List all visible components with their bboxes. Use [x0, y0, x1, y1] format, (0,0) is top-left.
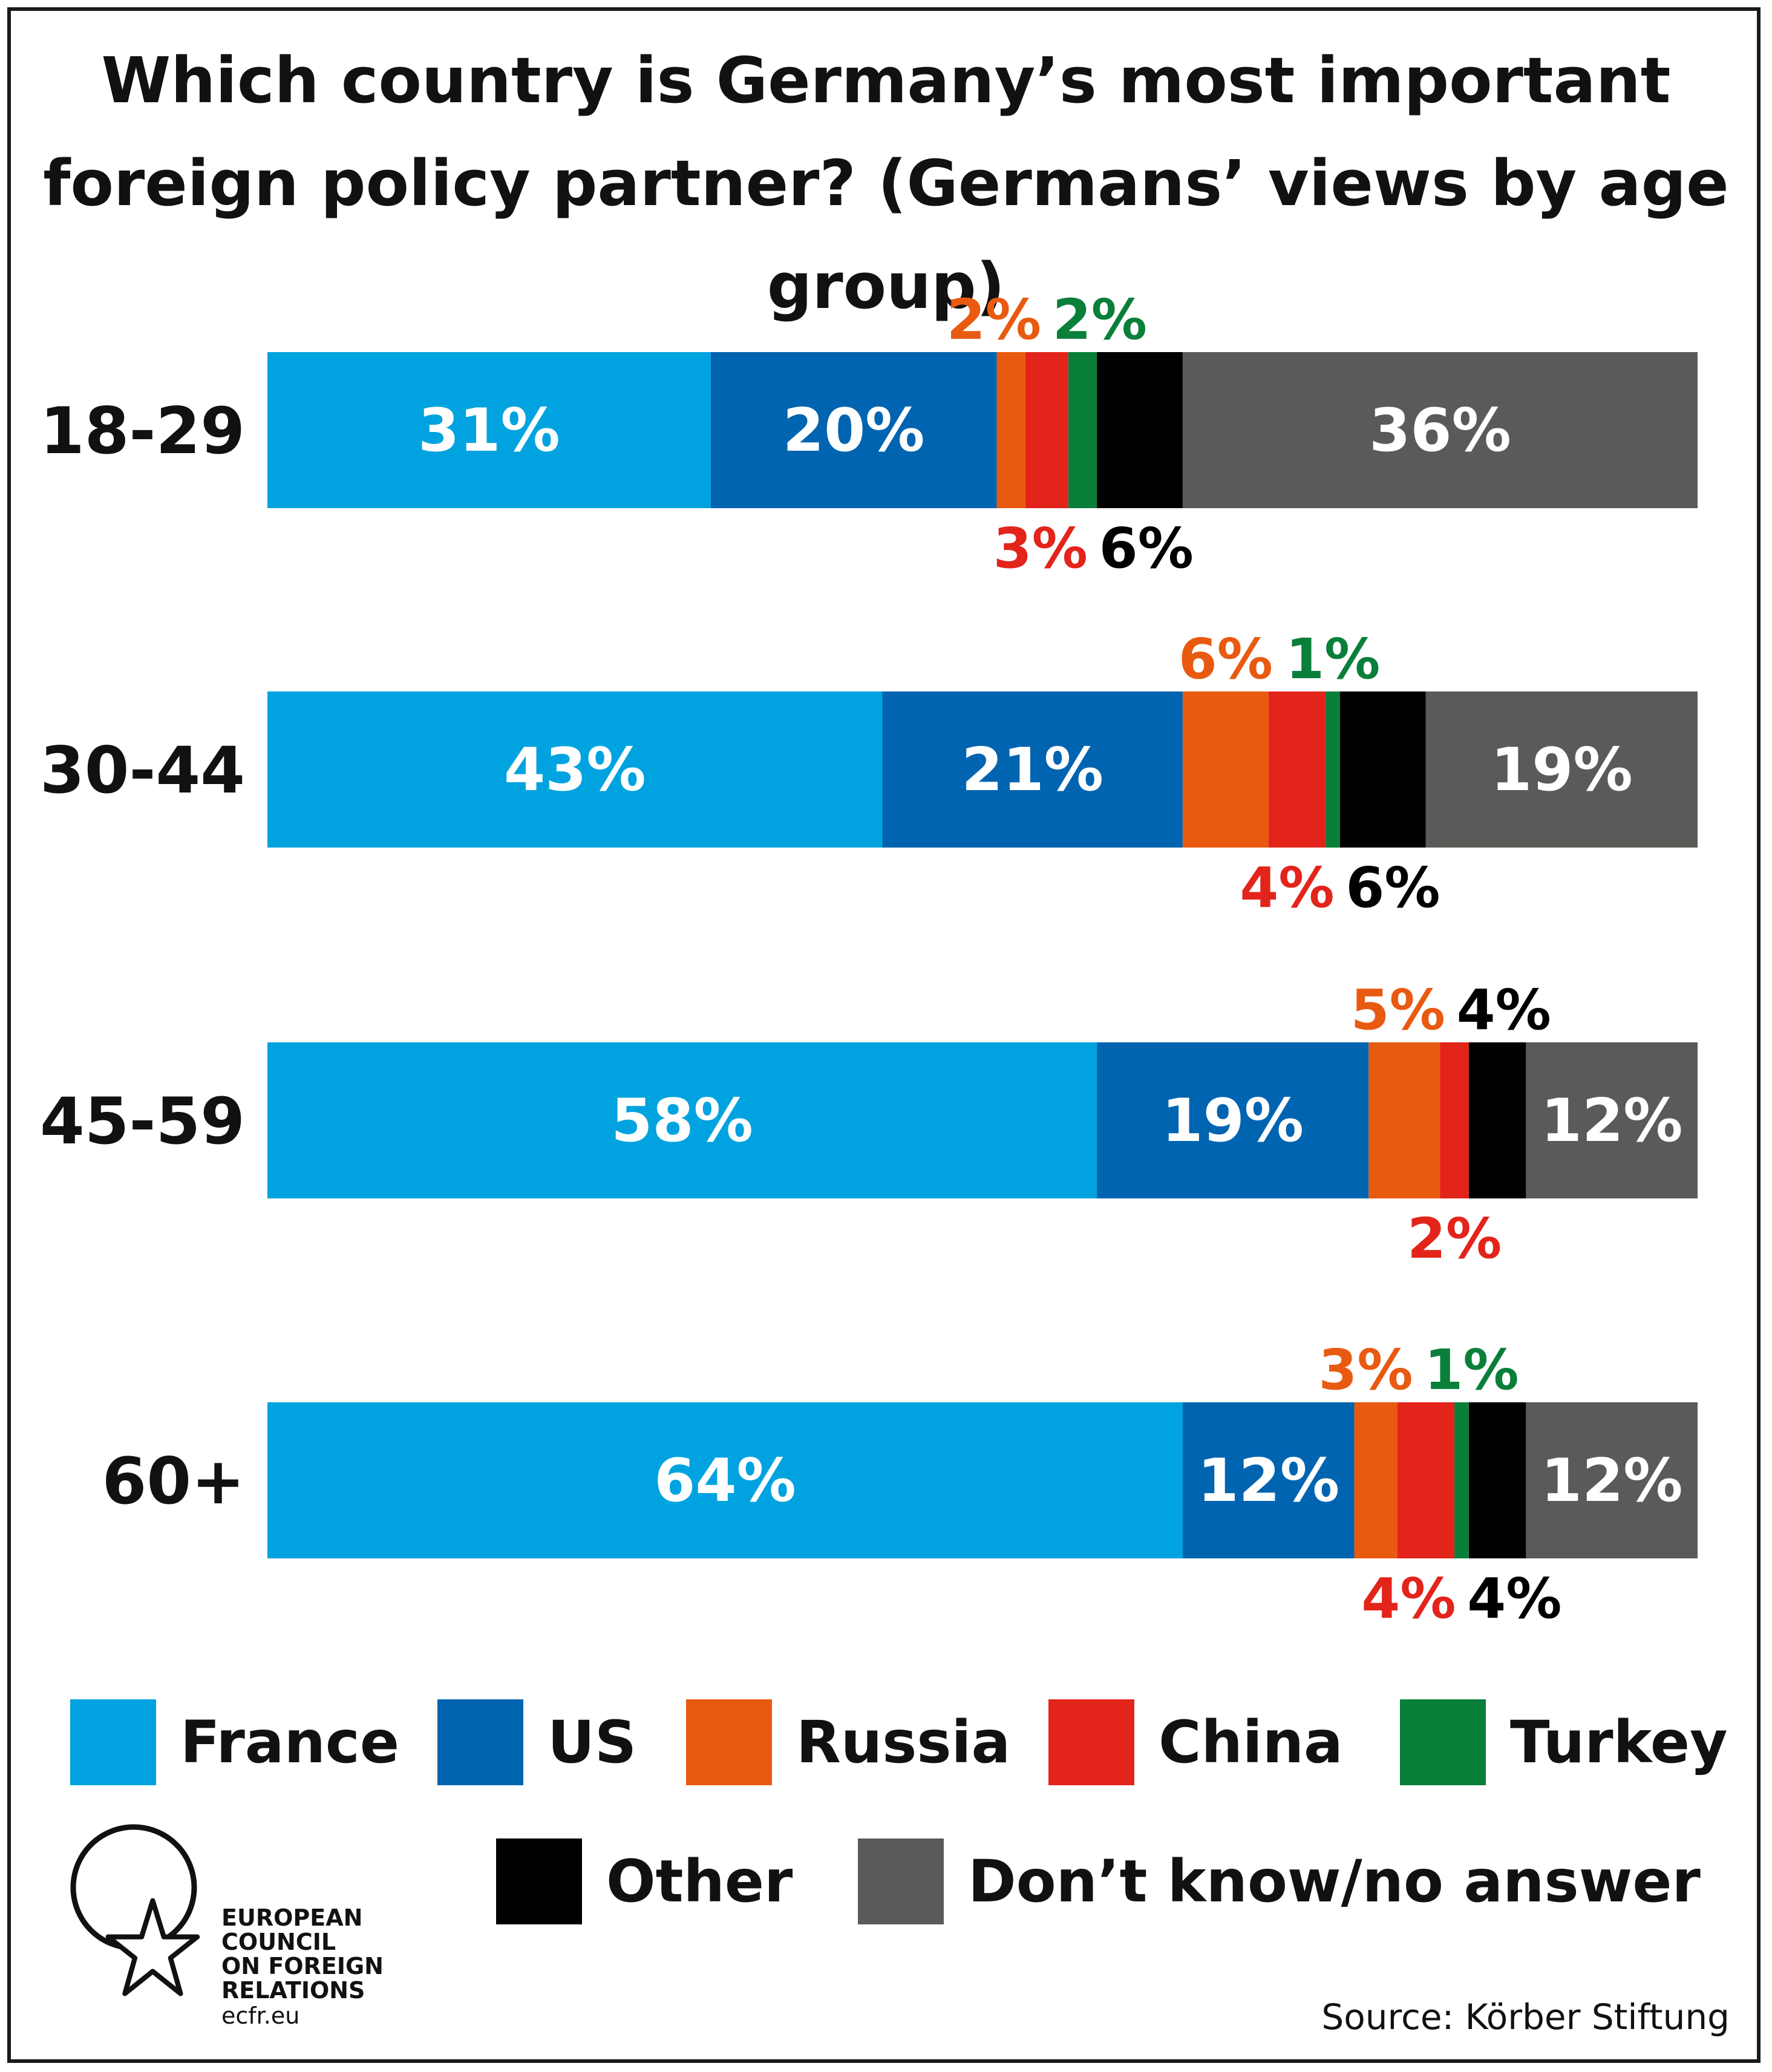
category-label: 45-59: [40, 1084, 245, 1159]
bar-segment: [1354, 1402, 1398, 1558]
data-label: 6%: [1099, 516, 1194, 581]
data-label: 19%: [1491, 736, 1633, 805]
data-label: 3%: [993, 516, 1088, 581]
data-label: 6%: [1179, 627, 1273, 691]
ecfr-url: ecfr.eu: [221, 2002, 300, 2029]
legend-label: Don’t know/no answer: [968, 1848, 1701, 1915]
legend-label: Russia: [796, 1708, 1011, 1776]
data-label: 5%: [1351, 978, 1445, 1042]
bar-segment: [710, 352, 997, 508]
bar-segment: [267, 691, 883, 848]
data-label: 2%: [947, 287, 1041, 352]
bar-segment: [1097, 352, 1183, 508]
data-label: 64%: [654, 1446, 796, 1515]
category-label: 60+: [102, 1444, 245, 1518]
bar-segment: [1526, 1402, 1698, 1558]
bar-segment: [1340, 691, 1426, 848]
category-label: 30-44: [40, 733, 245, 808]
data-label: 19%: [1162, 1087, 1304, 1155]
bar-segment: [1025, 352, 1068, 508]
ecfr-logo-text: EUROPEAN COUNCIL ON FOREIGN RELATIONS: [221, 1906, 384, 2002]
data-label: 1%: [1424, 1338, 1519, 1402]
data-label: 12%: [1541, 1087, 1683, 1155]
data-label: 12%: [1198, 1446, 1340, 1515]
bar-segment: [1183, 1402, 1355, 1558]
logo-line: ON FOREIGN: [221, 1953, 384, 1979]
legend-swatch: [686, 1699, 772, 1785]
bar-segment: [1397, 1402, 1455, 1558]
bar-segment: [1326, 691, 1340, 848]
legend-swatch: [1400, 1699, 1486, 1785]
data-label: 2%: [1407, 1206, 1502, 1271]
stacked-bar-chart: 18-29 31% 20%2%3%2%6%36%30-44 43% 21%6%4%1%6…: [40, 287, 1698, 1631]
data-label: 3%: [1318, 1338, 1413, 1402]
legend-item: US: [437, 1698, 636, 1787]
data-label: 36%: [1369, 396, 1511, 465]
legend-label: China: [1159, 1708, 1343, 1776]
bar-segment: [1183, 352, 1698, 508]
ecfr-star-logo-icon: [70, 1824, 200, 1996]
data-label: 21%: [961, 736, 1103, 805]
bar-segment: [1268, 691, 1326, 848]
bar-segment: [267, 1402, 1183, 1558]
data-label: 4%: [1467, 1566, 1561, 1631]
bar-segment: [1526, 1042, 1698, 1198]
legend-item: Russia: [686, 1698, 1010, 1787]
bar-segment: [1368, 1042, 1440, 1198]
data-label: 4%: [1240, 855, 1334, 920]
legend-label: France: [180, 1708, 399, 1776]
legend-swatch: [437, 1699, 523, 1785]
bar-segment: [882, 691, 1183, 848]
bar-segment: [267, 352, 711, 508]
data-label: 12%: [1541, 1446, 1683, 1515]
legend-item: China: [1048, 1698, 1343, 1787]
legend-label: Turkey: [1510, 1708, 1728, 1776]
legend-item: Other: [496, 1837, 793, 1926]
data-label: 6%: [1345, 855, 1440, 920]
legend-label: US: [548, 1708, 637, 1776]
logo-line: EUROPEAN: [221, 1904, 363, 1931]
data-label: 43%: [504, 736, 646, 805]
bar-segment: [1454, 1402, 1469, 1558]
bar-segment: [1468, 1042, 1526, 1198]
data-label: 20%: [783, 396, 925, 465]
bar-segment: [1425, 691, 1698, 848]
bar-segment: [1183, 691, 1269, 848]
legend-swatch: [1048, 1699, 1134, 1785]
legend-swatch: [70, 1699, 156, 1785]
data-label: 31%: [418, 396, 560, 465]
data-label: 4%: [1361, 1566, 1456, 1631]
legend-label: Other: [606, 1848, 793, 1915]
category-label: 18-29: [40, 394, 245, 468]
logo-line: COUNCIL: [221, 1929, 336, 1955]
bar-segment: [267, 1042, 1097, 1198]
legend-item: France: [70, 1698, 399, 1787]
source-note: Source: Körber Stiftung: [1321, 1996, 1730, 2038]
bar-segment: [1097, 1042, 1369, 1198]
bar-segment: [996, 352, 1025, 508]
bar-segment: [1440, 1042, 1469, 1198]
legend-item: Don’t know/no answer: [858, 1837, 1701, 1926]
data-label: 58%: [611, 1087, 753, 1155]
data-label: 2%: [1053, 287, 1147, 352]
bar-segment: [1068, 352, 1097, 508]
bar-segment: [1468, 1402, 1526, 1558]
data-label: 1%: [1286, 627, 1380, 691]
chart-title: Which country is Germany’s most importan…: [43, 44, 1729, 323]
ecfr-logo: EUROPEAN COUNCIL ON FOREIGN RELATIONS ec…: [70, 1821, 385, 2029]
legend-swatch: [496, 1838, 582, 1924]
logo-line: RELATIONS: [221, 1977, 365, 2004]
legend-item: Turkey: [1400, 1698, 1728, 1787]
data-label: 4%: [1457, 978, 1551, 1042]
legend-swatch: [858, 1838, 944, 1924]
